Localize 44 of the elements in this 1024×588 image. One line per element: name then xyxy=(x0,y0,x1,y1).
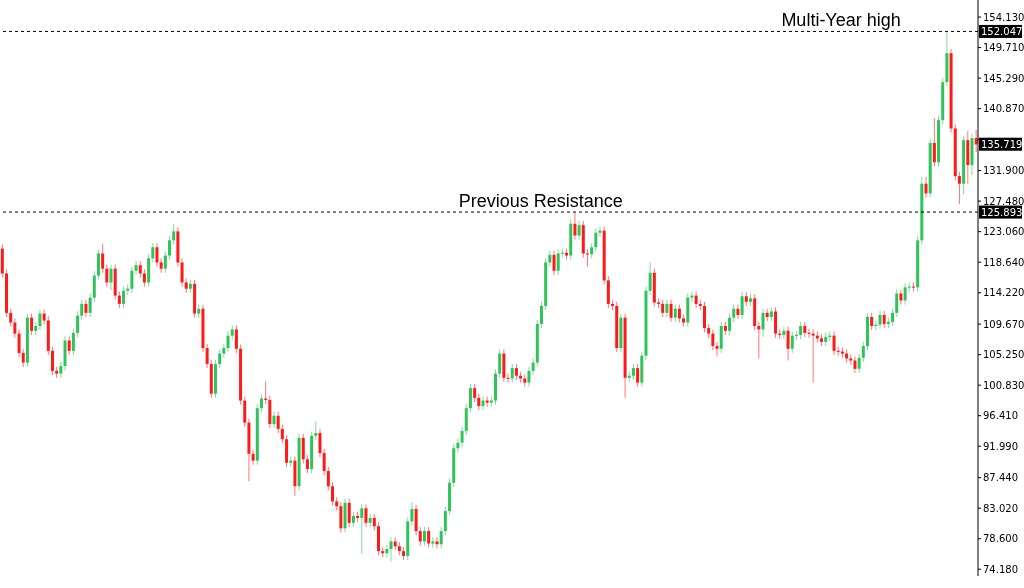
y-tick-label: 100.830 xyxy=(983,379,1024,391)
candlestick xyxy=(598,226,602,238)
y-tick-label: 74.180 xyxy=(983,563,1018,575)
candlestick xyxy=(531,357,535,376)
candlestick xyxy=(251,449,255,466)
y-tick-label: 154.130 xyxy=(983,11,1024,23)
annotation: 125.893 xyxy=(981,207,1023,219)
y-tick-label: 114.220 xyxy=(983,287,1024,299)
candlestick xyxy=(807,328,811,339)
y-tick-label: 91.990 xyxy=(983,440,1018,452)
y-tick-label: 149.710 xyxy=(983,42,1024,54)
candlestick xyxy=(435,536,439,549)
candlestick xyxy=(715,341,719,357)
candlestick xyxy=(489,395,493,408)
y-tick-label: 131.900 xyxy=(983,165,1024,177)
y-tick-label: 140.870 xyxy=(983,103,1024,115)
candlestick xyxy=(840,346,844,359)
candlestick xyxy=(368,513,372,528)
candlestick xyxy=(272,411,276,429)
y-tick-label: 83.020 xyxy=(983,502,1018,514)
candlestick xyxy=(485,395,489,408)
y-tick-label: 78.600 xyxy=(983,533,1018,545)
ref-line-label: Multi-Year high xyxy=(781,10,901,31)
candlestick xyxy=(134,260,138,276)
y-tick-label: 145.290 xyxy=(983,72,1024,84)
y-tick-label: 118.640 xyxy=(983,256,1024,268)
y-tick-label: 123.060 xyxy=(983,226,1024,238)
y-tick-label: 96.410 xyxy=(983,410,1018,422)
y-tick-label: 109.670 xyxy=(983,318,1024,330)
candlestick xyxy=(782,326,786,340)
candlestick xyxy=(853,355,857,374)
y-tick-label: 105.250 xyxy=(983,349,1024,361)
candlestick xyxy=(690,290,694,303)
candlestick xyxy=(736,304,740,320)
candlestick xyxy=(694,290,698,309)
ref-line-label: Previous Resistance xyxy=(458,191,623,212)
candlestick xyxy=(506,373,510,384)
y-tick-label: 127.480 xyxy=(983,195,1024,207)
candlestick xyxy=(665,299,669,318)
annotation: 135.719 xyxy=(981,139,1023,151)
annotation: 152.047 xyxy=(981,26,1023,38)
candlestick xyxy=(585,248,589,268)
candlestick xyxy=(84,299,88,318)
y-tick-label: 87.440 xyxy=(983,472,1018,484)
